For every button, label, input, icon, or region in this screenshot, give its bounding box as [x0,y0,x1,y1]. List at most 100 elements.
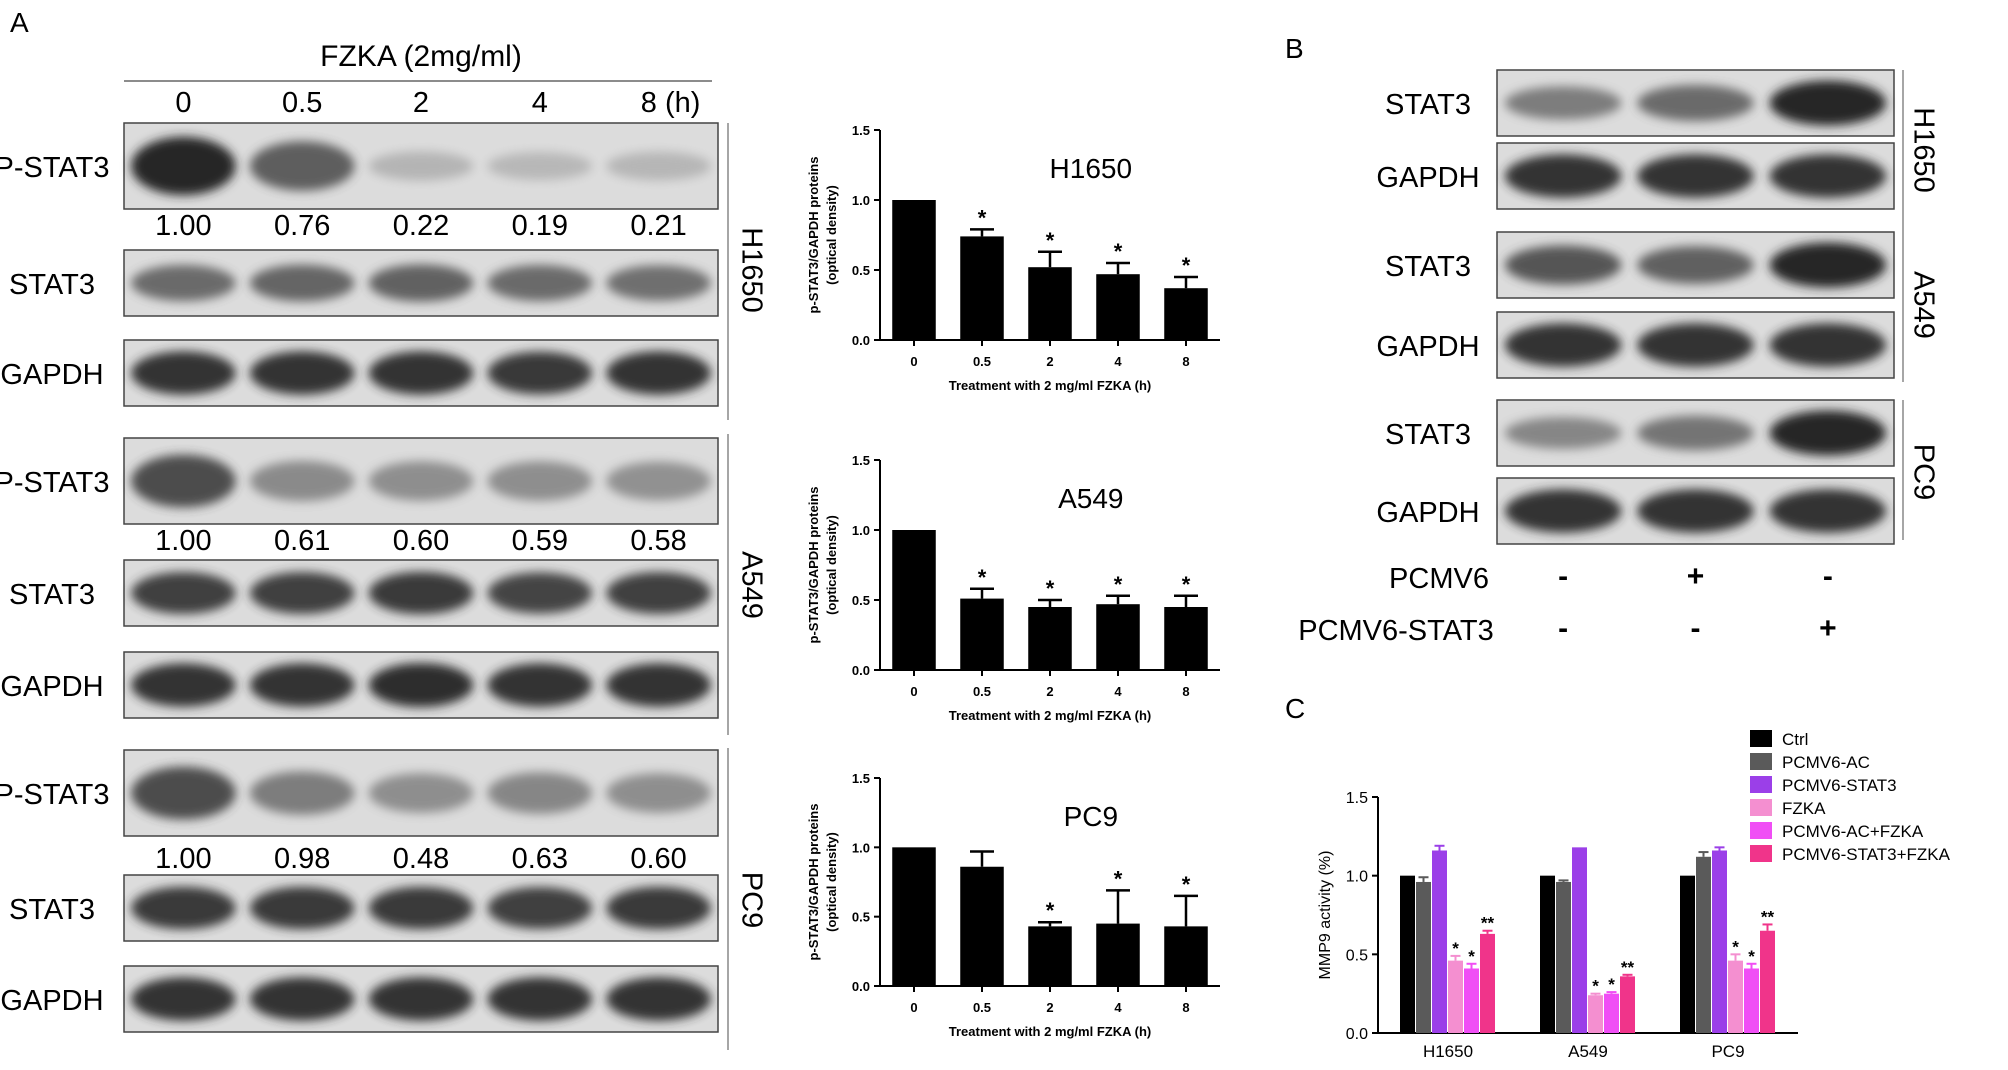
blot-strip [1496,231,1895,299]
bar [1096,923,1140,986]
x-axis-title: Treatment with 2 mg/ml FZKA (h) [949,708,1151,723]
blot-band [368,977,474,1021]
blot-band [606,773,711,813]
blot-band [131,766,236,820]
blot-band [1504,154,1622,198]
blot-band [1637,246,1754,284]
blot-strip [123,559,719,627]
bar [1096,604,1140,670]
row-label: GAPDH [1376,331,1479,363]
blot-band [1637,489,1754,533]
y-tick-label: 1.5 [852,123,870,138]
blot-band [131,572,236,614]
x-tick-label: 0 [910,684,917,699]
bar [1696,856,1711,1033]
time-label: 0 [175,87,191,119]
cell-line-label: A549 [735,551,767,619]
blot-band [1504,323,1622,367]
blot-band [487,351,593,395]
condition-sign: - [1558,560,1568,593]
blot-band [368,571,474,615]
legend-label: PCMV6-STAT3 [1782,776,1897,795]
bar [892,847,936,986]
cell-line-label: H1650 [1907,107,1939,192]
density-value: 0.98 [274,843,330,875]
row-label: STAT3 [9,579,95,611]
cell-line-label: A549 [1907,271,1939,339]
time-label: 4 [532,87,548,119]
bar [1028,607,1072,670]
x-tick-label: 8 [1182,354,1189,369]
blot-strip [1496,69,1895,137]
x-axis-title: Treatment with 2 mg/ml FZKA (h) [949,1024,1151,1039]
x-tick-label: H1650 [1423,1042,1473,1061]
bar [1464,968,1479,1033]
row-label: GAPDH [1376,162,1479,194]
bar [1680,875,1695,1033]
blot-band [368,461,474,501]
legend-label: PCMV6-AC [1782,753,1870,772]
blot-strip [123,122,719,210]
cell-line-label: PC9 [735,872,767,928]
bar-chart-pc9: 0.0 0.5 1.0 1.5 0 0.5 * 2 * 4 * 8 PC9 Treatment with … [806,771,1220,1039]
blot-strip [1496,399,1895,467]
density-value: 0.21 [630,210,686,242]
legend-label: Ctrl [1782,730,1808,749]
x-tick-label: PC9 [1711,1042,1744,1061]
bar [960,866,1004,986]
blot-band [131,886,236,930]
significance-mark: * [1114,866,1123,891]
significance-mark: * [1592,977,1599,996]
significance-mark: * [1114,572,1123,597]
blot-band [1637,154,1754,198]
row-label: GAPDH [1376,497,1479,529]
blot-band [487,663,593,707]
condition-sign: - [1823,560,1833,593]
bar [892,530,936,670]
blot-strip [123,749,719,837]
western-blot-panel-a: FZKA (2mg/ml) 0 0.5 2 4 8 (h) P-STAT3 STAT3 GAPD… [0,40,767,1050]
y-tick-label: 1.5 [852,771,870,786]
y-tick-label: 0.0 [1346,1026,1368,1043]
row-label: STAT3 [1385,89,1471,121]
x-tick-label: 8 [1182,684,1189,699]
density-value: 1.00 [155,843,211,875]
blot-band [131,136,236,196]
y-axis-title: MMP9 activity (%) [1317,851,1334,980]
bar [892,200,936,340]
panel-label-b: B [1285,33,1304,64]
bar [1400,875,1415,1033]
x-tick-label: 0.5 [973,684,991,699]
y-tick-label: 0.5 [852,910,870,925]
blot-band [249,977,355,1021]
blot-band [1769,80,1887,126]
bar [1744,968,1759,1033]
legend-swatch [1750,845,1772,862]
y-tick-label: 1.5 [852,453,870,468]
blot-band [1504,245,1622,285]
chart-title: A549 [1058,483,1123,514]
blot-band [606,663,711,707]
density-value: 0.60 [630,843,686,875]
y-tick-label: 1.0 [1346,869,1368,886]
density-value: 0.58 [630,525,686,557]
blot-band [368,662,474,708]
significance-mark: * [978,205,987,230]
bar [1164,926,1208,986]
blot-band [131,663,236,707]
blot-band [487,461,593,501]
blot-band [249,351,355,395]
density-charts-panel-a: 0.0 0.5 1.0 1.5 0 * 0.5 * 2 * 4 * 8 H1650 Treatment wi… [806,123,1220,1039]
density-value: 1.00 [155,210,211,242]
condition-sign: + [1819,612,1837,645]
y-axis-title: p-STAT3/GAPDH proteins [806,487,821,644]
blot-strip [1496,477,1895,545]
density-value: 0.60 [393,525,449,557]
blot-band [487,572,593,614]
blot-band [131,351,236,395]
legend-swatch [1750,776,1772,793]
bar [1604,993,1619,1033]
significance-mark: * [1114,239,1123,264]
blot-strip [123,651,719,719]
row-label: GAPDH [0,359,103,391]
